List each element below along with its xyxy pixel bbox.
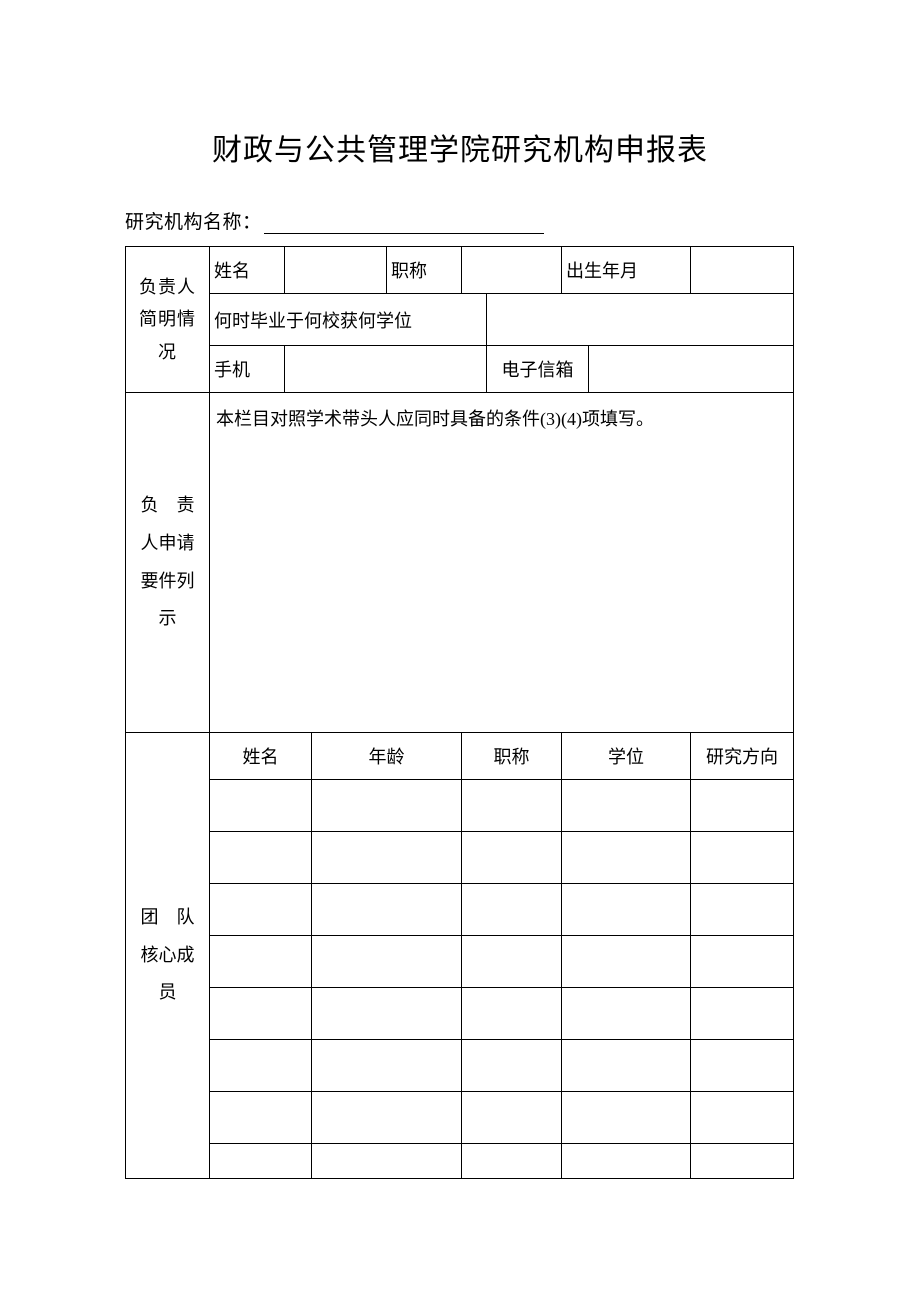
- team-degree-field[interactable]: [562, 988, 691, 1040]
- team-title-field[interactable]: [462, 988, 562, 1040]
- team-degree-field[interactable]: [562, 1092, 691, 1144]
- application-form-table: 负责人简明情况 姓名 职称 出生年月 何时毕业于何校获何学位 手机 电子信箱 负…: [125, 246, 794, 1179]
- leader-phone-label: 手机: [210, 346, 285, 393]
- team-label-line1: 团 队: [130, 899, 205, 937]
- leader-row-1: 负责人简明情况 姓名 职称 出生年月: [126, 247, 794, 294]
- team-row: [126, 1092, 794, 1144]
- team-name-field[interactable]: [210, 1040, 312, 1092]
- team-name-field[interactable]: [210, 988, 312, 1040]
- conditions-label-line1: 负 责: [130, 487, 205, 525]
- team-direction-field[interactable]: [691, 988, 794, 1040]
- team-header-row: 团 队 核心成 员 姓名 年龄 职称 学位 研究方向: [126, 733, 794, 780]
- team-degree-field[interactable]: [562, 1040, 691, 1092]
- team-row: [126, 884, 794, 936]
- team-header-name: 姓名: [210, 733, 312, 780]
- team-name-field[interactable]: [210, 780, 312, 832]
- team-row: [126, 988, 794, 1040]
- team-title-field[interactable]: [462, 1040, 562, 1092]
- conditions-note-field[interactable]: 本栏目对照学术带头人应同时具备的条件(3)(4)项填写。: [210, 393, 794, 733]
- team-header-title: 职称: [462, 733, 562, 780]
- conditions-label-line4: 示: [130, 600, 205, 638]
- leader-title-field[interactable]: [462, 247, 562, 294]
- team-name-field[interactable]: [210, 832, 312, 884]
- team-label-line3: 员: [130, 974, 205, 1012]
- page-title: 财政与公共管理学院研究机构申报表: [125, 125, 795, 169]
- leader-row-2: 何时毕业于何校获何学位: [126, 294, 794, 346]
- leader-title-label: 职称: [387, 247, 462, 294]
- team-age-field[interactable]: [312, 780, 462, 832]
- leader-section-label: 负责人简明情况: [126, 247, 210, 393]
- team-age-field[interactable]: [312, 1144, 462, 1179]
- team-title-field[interactable]: [462, 780, 562, 832]
- team-title-field[interactable]: [462, 1144, 562, 1179]
- team-degree-field[interactable]: [562, 936, 691, 988]
- team-name-field[interactable]: [210, 936, 312, 988]
- team-header-degree: 学位: [562, 733, 691, 780]
- leader-name-field[interactable]: [285, 247, 387, 294]
- team-degree-field[interactable]: [562, 780, 691, 832]
- team-degree-field[interactable]: [562, 884, 691, 936]
- leader-name-label: 姓名: [210, 247, 285, 294]
- team-age-field[interactable]: [312, 988, 462, 1040]
- conditions-label-line3: 要件列: [130, 563, 205, 601]
- team-title-field[interactable]: [462, 884, 562, 936]
- team-title-field[interactable]: [462, 832, 562, 884]
- team-direction-field[interactable]: [691, 884, 794, 936]
- team-direction-field[interactable]: [691, 1144, 794, 1179]
- team-row: [126, 1144, 794, 1179]
- document-page: 财政与公共管理学院研究机构申报表 研究机构名称： 负责人简明情况 姓名 职称 出…: [0, 0, 920, 1179]
- leader-birth-field[interactable]: [691, 247, 794, 294]
- team-name-field[interactable]: [210, 884, 312, 936]
- team-direction-field[interactable]: [691, 780, 794, 832]
- team-header-direction: 研究方向: [691, 733, 794, 780]
- team-age-field[interactable]: [312, 936, 462, 988]
- team-direction-field[interactable]: [691, 832, 794, 884]
- team-direction-field[interactable]: [691, 1040, 794, 1092]
- team-title-field[interactable]: [462, 936, 562, 988]
- team-age-field[interactable]: [312, 832, 462, 884]
- team-degree-field[interactable]: [562, 832, 691, 884]
- leader-graduation-field[interactable]: [487, 294, 794, 346]
- team-section-label: 团 队 核心成 员: [126, 733, 210, 1179]
- leader-birth-label: 出生年月: [562, 247, 691, 294]
- institution-name-field[interactable]: [264, 215, 544, 234]
- team-row: [126, 1040, 794, 1092]
- leader-graduation-label: 何时毕业于何校获何学位: [210, 294, 487, 346]
- institution-name-label: 研究机构名称：: [125, 212, 262, 233]
- leader-email-label: 电子信箱: [487, 346, 589, 393]
- leader-phone-field[interactable]: [285, 346, 487, 393]
- team-direction-field[interactable]: [691, 936, 794, 988]
- team-age-field[interactable]: [312, 1092, 462, 1144]
- leader-email-field[interactable]: [589, 346, 794, 393]
- team-title-field[interactable]: [462, 1092, 562, 1144]
- team-degree-field[interactable]: [562, 1144, 691, 1179]
- team-age-field[interactable]: [312, 884, 462, 936]
- team-row: [126, 936, 794, 988]
- leader-row-3: 手机 电子信箱: [126, 346, 794, 393]
- team-row: [126, 832, 794, 884]
- conditions-row: 负 责 人申请 要件列 示 本栏目对照学术带头人应同时具备的条件(3)(4)项填…: [126, 393, 794, 733]
- team-row: [126, 780, 794, 832]
- conditions-section-label: 负 责 人申请 要件列 示: [126, 393, 210, 733]
- team-direction-field[interactable]: [691, 1092, 794, 1144]
- team-age-field[interactable]: [312, 1040, 462, 1092]
- institution-name-line: 研究机构名称：: [125, 207, 795, 234]
- team-label-line2: 核心成: [130, 937, 205, 975]
- team-header-age: 年龄: [312, 733, 462, 780]
- team-name-field[interactable]: [210, 1144, 312, 1179]
- conditions-label-line2: 人申请: [130, 525, 205, 563]
- team-name-field[interactable]: [210, 1092, 312, 1144]
